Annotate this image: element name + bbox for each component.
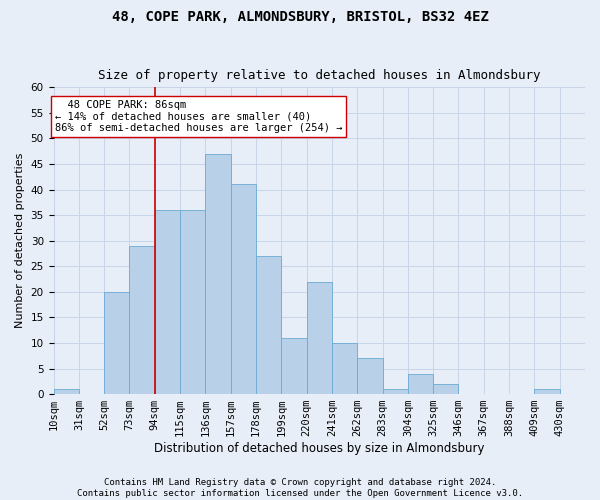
Bar bbox=[535, 389, 560, 394]
Text: 48 COPE PARK: 86sqm
← 14% of detached houses are smaller (40)
86% of semi-detach: 48 COPE PARK: 86sqm ← 14% of detached ho… bbox=[55, 100, 342, 134]
Bar bbox=[53, 389, 79, 394]
Bar bbox=[180, 210, 205, 394]
Bar bbox=[383, 389, 408, 394]
Y-axis label: Number of detached properties: Number of detached properties bbox=[15, 153, 25, 328]
X-axis label: Distribution of detached houses by size in Almondsbury: Distribution of detached houses by size … bbox=[154, 442, 485, 455]
Bar bbox=[256, 256, 281, 394]
Bar bbox=[281, 338, 307, 394]
Bar bbox=[155, 210, 180, 394]
Bar bbox=[332, 343, 357, 394]
Text: 48, COPE PARK, ALMONDSBURY, BRISTOL, BS32 4EZ: 48, COPE PARK, ALMONDSBURY, BRISTOL, BS3… bbox=[112, 10, 488, 24]
Text: Contains HM Land Registry data © Crown copyright and database right 2024.
Contai: Contains HM Land Registry data © Crown c… bbox=[77, 478, 523, 498]
Bar bbox=[205, 154, 230, 394]
Bar bbox=[307, 282, 332, 394]
Bar bbox=[130, 246, 155, 394]
Title: Size of property relative to detached houses in Almondsbury: Size of property relative to detached ho… bbox=[98, 69, 541, 82]
Bar bbox=[230, 184, 256, 394]
Bar bbox=[433, 384, 458, 394]
Bar bbox=[357, 358, 383, 394]
Bar bbox=[104, 292, 130, 394]
Bar bbox=[408, 374, 433, 394]
